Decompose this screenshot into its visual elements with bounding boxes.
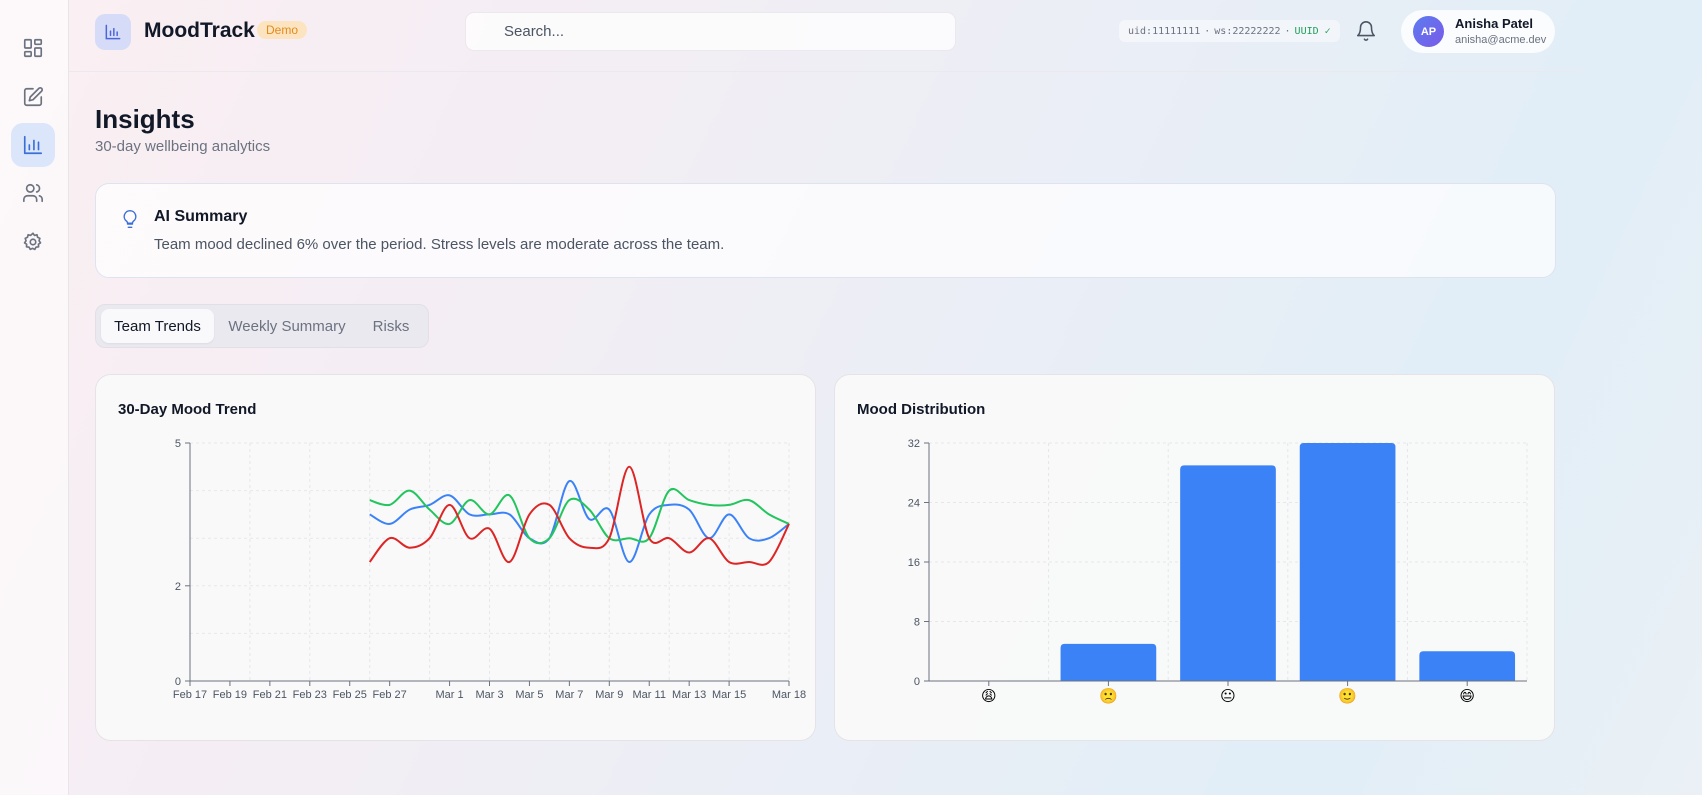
page-title: Insights xyxy=(95,104,195,134)
distribution-bar xyxy=(1180,465,1276,681)
y-tick-label: 24 xyxy=(908,498,920,510)
x-tick-label: Mar 3 xyxy=(475,689,503,701)
x-tick-label: Mar 11 xyxy=(633,689,666,701)
user-menu[interactable]: AP Anisha Patel anisha@acme.dev xyxy=(1401,10,1555,53)
y-tick-label: 32 xyxy=(908,438,920,450)
trend-series-line-3 xyxy=(368,465,790,566)
users-icon xyxy=(23,183,43,203)
x-tick-label: Mar 7 xyxy=(555,689,583,701)
uid-text: uid:11111111 xyxy=(1128,25,1201,37)
bar-chart-icon xyxy=(23,135,43,155)
nav-settings-button[interactable] xyxy=(11,220,55,264)
ws-text: ws:22222222 xyxy=(1214,25,1281,37)
mood-distribution-card: Mood Distribution 0 8 16 24 32 😩 🙁 😐 🙂 😄 xyxy=(834,374,1555,741)
edit-icon xyxy=(23,87,43,107)
y-tick-label: 2 xyxy=(175,581,181,593)
user-email: anisha@acme.dev xyxy=(1455,34,1547,46)
nav-team-button[interactable] xyxy=(11,171,55,215)
x-tick-label: Mar 5 xyxy=(515,689,543,701)
app-name: MoodTrack xyxy=(144,19,255,42)
lightbulb-icon xyxy=(120,208,140,230)
y-tick-label: 0 xyxy=(175,676,181,688)
x-tick-label: Mar 15 xyxy=(712,689,746,701)
search-input[interactable] xyxy=(466,13,955,50)
distribution-bar xyxy=(1299,443,1396,681)
x-tick-label: Mar 1 xyxy=(436,689,464,701)
app-logo[interactable] xyxy=(95,14,131,50)
notifications-button[interactable] xyxy=(1355,20,1379,44)
mood-distribution-title: Mood Distribution xyxy=(857,401,986,418)
x-tick-label: Mar 18 xyxy=(772,689,806,701)
sidebar xyxy=(0,0,69,795)
demo-badge: Demo xyxy=(257,21,308,39)
trend-series-line-1 xyxy=(369,480,790,563)
mood-trend-card: 30-Day Mood Trend 0 2 5 Feb 17 Feb 19 Feb 21 F… xyxy=(95,374,816,741)
nav-dashboard-button[interactable] xyxy=(11,26,55,70)
nav-checkin-button[interactable] xyxy=(11,75,55,119)
y-tick-label: 8 xyxy=(914,617,920,629)
dashboard-icon xyxy=(23,38,43,58)
logo-chart-icon xyxy=(105,24,121,40)
insights-tabs: Team Trends Weekly Summary Risks xyxy=(95,304,429,348)
x-tick-emoji-label: 🙂 xyxy=(1338,687,1357,705)
mood-trend-chart: 0 2 5 Feb 17 Feb 19 Feb 21 Feb 23 Feb 25 Feb 27 M… xyxy=(173,438,806,701)
user-name: Anisha Patel xyxy=(1455,16,1534,31)
x-tick-label: Feb 23 xyxy=(293,689,327,701)
x-tick-emoji-label: 😩 xyxy=(981,688,997,705)
bell-icon xyxy=(1356,21,1376,41)
id-separator: · xyxy=(1204,25,1211,37)
mood-distribution-chart: 0 8 16 24 32 😩 🙁 😐 🙂 😄 xyxy=(908,438,1528,705)
x-tick-label: Feb 21 xyxy=(253,689,287,701)
x-tick-label: Mar 9 xyxy=(595,689,623,701)
x-tick-emoji-label: 🙁 xyxy=(1099,687,1118,705)
y-tick-label: 5 xyxy=(175,438,181,450)
x-tick-label: Feb 27 xyxy=(373,689,407,701)
tab-team-trends[interactable]: Team Trends xyxy=(101,309,214,343)
tab-risks[interactable]: Risks xyxy=(372,317,410,335)
ai-summary-card: AI Summary Team mood declined 6% over th… xyxy=(95,183,1556,278)
distribution-bar xyxy=(1419,651,1516,681)
distribution-bar xyxy=(1060,643,1157,681)
avatar: AP xyxy=(1413,16,1444,47)
ai-summary-title: AI Summary xyxy=(154,208,248,225)
id-separator: · xyxy=(1284,25,1291,37)
uuid-status: UUID ✓ xyxy=(1294,25,1331,37)
top-bar: MoodTrack Demo uid:11111111 · ws:2222222… xyxy=(69,0,1582,72)
page-subtitle: 30-day wellbeing analytics xyxy=(95,138,271,155)
x-tick-label: Feb 19 xyxy=(213,689,247,701)
y-tick-label: 16 xyxy=(908,557,920,569)
nav-insights-button[interactable] xyxy=(11,123,55,167)
ai-summary-text: Team mood declined 6% over the period. S… xyxy=(154,236,725,253)
tab-weekly-summary[interactable]: Weekly Summary xyxy=(228,317,346,335)
search-box xyxy=(465,12,956,51)
id-chip: uid:11111111 · ws:22222222 · UUID ✓ xyxy=(1119,20,1340,42)
x-tick-label: Feb 17 xyxy=(173,689,207,701)
x-tick-emoji-label: 😐 xyxy=(1220,688,1236,705)
x-tick-label: Mar 13 xyxy=(672,689,706,701)
x-tick-emoji-label: 😄 xyxy=(1459,688,1475,705)
mood-trend-title: 30-Day Mood Trend xyxy=(118,401,257,418)
settings-icon xyxy=(23,232,42,251)
x-tick-label: Feb 25 xyxy=(333,689,367,701)
y-tick-label: 0 xyxy=(914,676,920,688)
